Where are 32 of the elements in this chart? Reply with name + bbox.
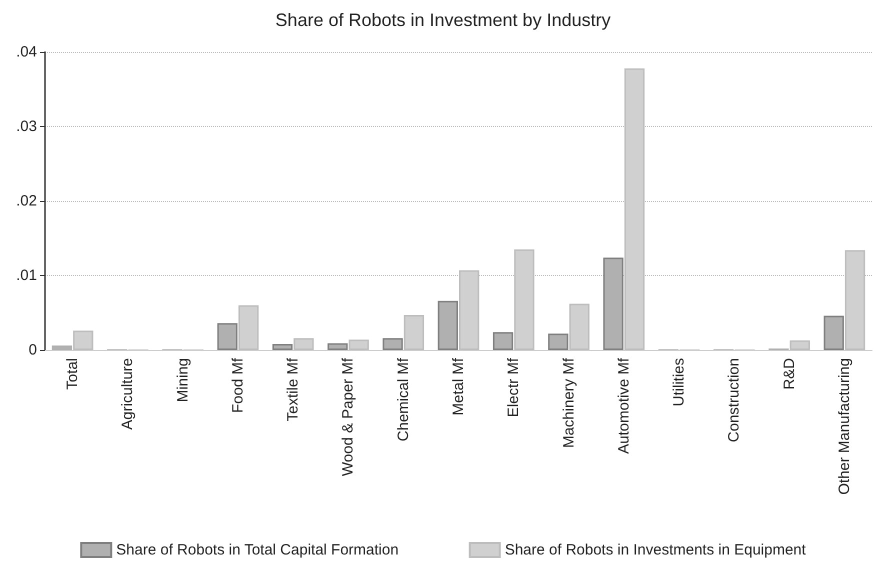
x-tick-label: Construction — [726, 358, 743, 442]
x-tick-label: Electr Mf — [505, 357, 522, 418]
bar — [824, 316, 844, 350]
x-tick-label: Food Mf — [229, 357, 246, 414]
x-tick-label: Agriculture — [119, 358, 136, 430]
x-tick-label: Machinery Mf — [560, 357, 578, 448]
bar — [328, 343, 348, 350]
x-tick-label: Utilities — [670, 358, 688, 406]
x-tick-label: Automotive Mf — [615, 357, 632, 454]
legend-label: Share of Robots in Total Capital Formation — [116, 542, 399, 558]
y-tick-label: .04 — [16, 44, 37, 60]
chart-title: Share of Robots in Investment by Industry — [275, 10, 611, 30]
x-tick-label: R&D — [780, 358, 798, 390]
bar — [548, 334, 568, 350]
y-tick-label: .01 — [16, 267, 37, 284]
x-tick-label: Total — [64, 358, 82, 390]
bar — [217, 323, 238, 350]
bar — [438, 300, 458, 350]
bar — [52, 346, 72, 350]
x-tick-label: Other Manufacturing — [836, 358, 853, 495]
x-tick-label: Wood & Paper Mf — [340, 357, 357, 476]
legend-label: Share of Robots in Investments in Equipment — [504, 542, 807, 558]
bar — [382, 338, 403, 350]
bar — [272, 344, 293, 350]
x-tick-label: Textile Mf — [284, 357, 302, 422]
y-tick-label: 0 — [28, 342, 37, 358]
y-tick-label: .03 — [16, 118, 37, 135]
y-tick-label: .02 — [16, 192, 37, 210]
bar — [492, 332, 514, 350]
x-tick-label: Chemical Mf — [394, 357, 412, 442]
x-tick-label: Mining — [174, 358, 192, 402]
x-tick-label: Metal Mf — [450, 357, 467, 416]
